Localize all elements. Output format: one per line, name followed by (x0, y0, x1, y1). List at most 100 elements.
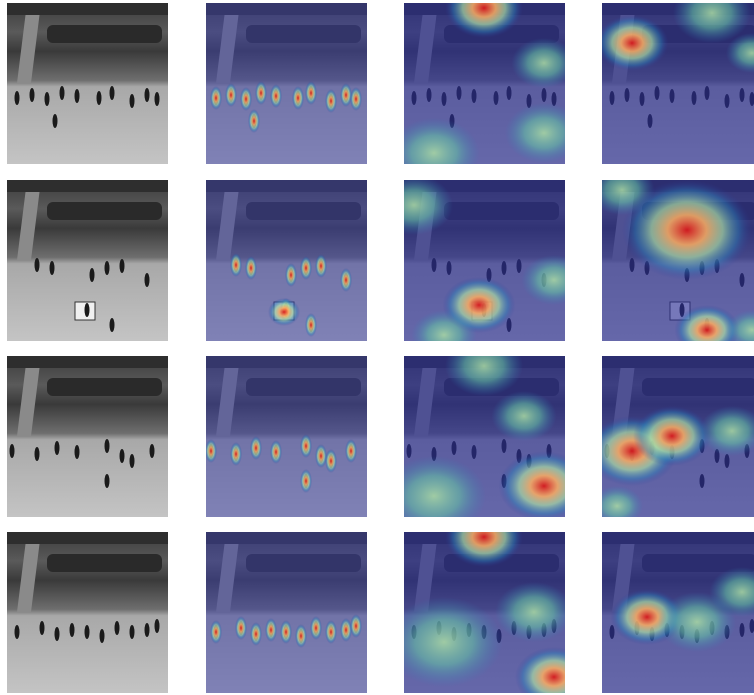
heat-spot (445, 336, 523, 396)
pedestrian (60, 86, 65, 100)
building (7, 356, 168, 368)
pedestrian (75, 89, 80, 103)
pedestrian (155, 92, 160, 106)
tint (206, 356, 367, 517)
attention-spot (235, 616, 247, 640)
pedestrian (145, 273, 150, 287)
pedestrian (130, 94, 135, 108)
pedestrian (105, 474, 110, 488)
attention-spot (315, 254, 327, 278)
attention-spot (270, 440, 282, 464)
panel (389, 0, 584, 188)
pedestrian (35, 258, 40, 272)
pedestrian (30, 88, 35, 102)
pedestrian (15, 91, 20, 105)
attention-spot (345, 439, 357, 463)
attention-spot (340, 618, 352, 642)
attention-spot (210, 620, 222, 644)
pedestrian (145, 88, 150, 102)
attention-spot (292, 86, 304, 110)
pedestrian (120, 449, 125, 463)
panel (7, 532, 168, 693)
heat-spot (386, 597, 503, 687)
attention-spot (230, 253, 242, 277)
pedestrian (105, 261, 110, 275)
attention-spot (340, 268, 352, 292)
hedge (47, 378, 162, 396)
panel (7, 3, 168, 164)
tint (206, 532, 367, 693)
attention-spot (240, 87, 252, 111)
heat-spot (512, 38, 577, 88)
attention-spot (268, 298, 300, 326)
attention-spot (315, 444, 327, 468)
panel (602, 532, 754, 693)
attention-spot (300, 469, 312, 493)
panel (205, 356, 367, 517)
attention-spot (285, 263, 297, 287)
heat-spot (389, 118, 480, 188)
attention-spot (295, 624, 307, 648)
panel (7, 356, 168, 517)
panel (206, 180, 367, 341)
pedestrian (115, 621, 120, 635)
building (7, 3, 168, 15)
pedestrian (145, 623, 150, 637)
heat-spot (412, 310, 477, 360)
pedestrian (35, 447, 40, 461)
attention-spot (230, 442, 242, 466)
hedge (47, 202, 162, 220)
attention-spot (305, 313, 317, 337)
attention-spot (325, 620, 337, 644)
hedge (47, 25, 162, 43)
pedestrian (55, 627, 60, 641)
panel (386, 507, 594, 695)
attention-spot (255, 81, 267, 105)
pedestrian (70, 623, 75, 637)
pedestrian (110, 86, 115, 100)
attention-spot (300, 434, 312, 458)
panel (596, 0, 754, 164)
pedestrian (40, 621, 45, 635)
attention-spot (350, 614, 362, 638)
pedestrian (155, 619, 160, 633)
heat-spot (495, 582, 573, 642)
pedestrian (15, 625, 20, 639)
panel (206, 532, 367, 693)
attention-spot (250, 436, 262, 460)
attention-spot (210, 86, 222, 110)
pedestrian (130, 625, 135, 639)
heat-spot (382, 456, 486, 536)
attention-spot (280, 620, 292, 644)
heat-spot (590, 165, 655, 215)
heat-spot (499, 451, 590, 521)
pedestrian (90, 268, 95, 282)
panel (587, 356, 754, 526)
attention-spot (270, 84, 282, 108)
attention-spot (225, 83, 237, 107)
pedestrian (105, 439, 110, 453)
attention-spot (245, 256, 257, 280)
attention-spot (205, 439, 217, 463)
pedestrian (97, 91, 102, 105)
pedestrian (50, 261, 55, 275)
panel (7, 180, 168, 341)
heat-spot (633, 406, 711, 466)
attention-spot (250, 622, 262, 646)
panel (206, 3, 367, 164)
heat-spot (596, 15, 669, 71)
attention-spot (325, 449, 337, 473)
heat-spot (591, 486, 643, 526)
building (7, 180, 168, 192)
pedestrian (10, 444, 15, 458)
building (7, 532, 168, 544)
heat-spot (492, 391, 557, 441)
panel (590, 165, 754, 355)
pedestrian (100, 629, 105, 643)
pedestrian (110, 318, 115, 332)
hedge (47, 554, 162, 572)
figure-grid (0, 0, 754, 695)
panel (382, 336, 590, 536)
pedestrian (150, 444, 155, 458)
pedestrian (120, 259, 125, 273)
